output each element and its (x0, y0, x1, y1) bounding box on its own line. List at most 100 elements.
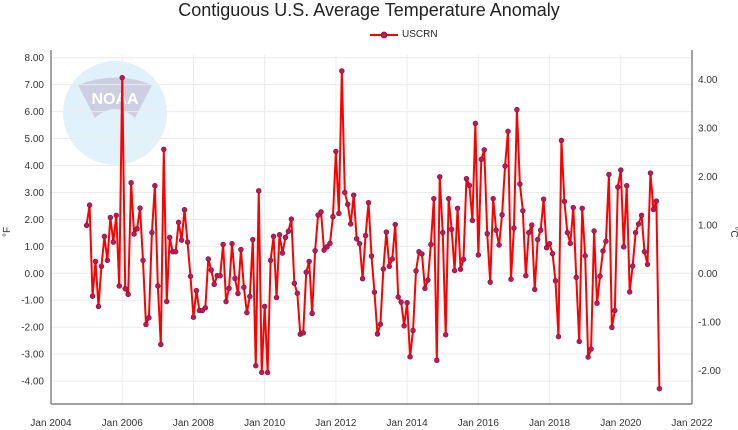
y-right-tick-label: -2.00 (698, 366, 721, 377)
data-point (348, 221, 354, 227)
data-point (520, 208, 526, 214)
data-point (635, 221, 642, 227)
data-point (600, 248, 606, 254)
x-tick-label: Jan 2020 (600, 418, 642, 429)
series-line-uscrn (85, 69, 661, 389)
data-point (333, 148, 339, 155)
x-tick-label: Jan 2014 (387, 418, 429, 429)
legend-item-uscrn[interactable]: USCRN (370, 29, 438, 40)
y-axis-label: °F (2, 227, 13, 237)
y-right-tick-label: 4.00 (698, 75, 718, 86)
data-point (475, 252, 482, 258)
data-point (437, 174, 443, 180)
y-tick-label: -2.00 (21, 323, 44, 334)
data-point (339, 68, 345, 74)
data-point (345, 201, 351, 208)
data-point (419, 251, 425, 257)
data-point (146, 315, 152, 321)
x-tick-label: Jan 2008 (173, 418, 215, 429)
data-point (149, 229, 155, 236)
data-point (241, 284, 247, 291)
x-tick-label: Jan 2016 (458, 418, 500, 429)
data-point (629, 263, 636, 269)
data-point (98, 263, 105, 269)
data-point (585, 354, 591, 360)
data-point (330, 213, 336, 220)
data-point (211, 281, 217, 288)
data-point (499, 212, 505, 218)
data-point (573, 274, 579, 281)
data-point (410, 327, 416, 334)
data-point (582, 253, 588, 259)
y-tick-label: 7.00 (25, 80, 45, 91)
data-point (434, 357, 440, 364)
data-point (362, 232, 369, 239)
data-point (140, 257, 146, 264)
data-point (229, 240, 235, 247)
data-point (256, 188, 262, 194)
data-point (540, 196, 547, 202)
data-point (250, 236, 256, 243)
data-point (83, 222, 90, 229)
data-point (597, 273, 603, 279)
data-point (167, 234, 173, 241)
data-point (532, 286, 538, 293)
data-point (460, 256, 467, 262)
data-point (303, 269, 309, 275)
data-point (220, 241, 226, 248)
data-point (469, 217, 476, 224)
x-tick-label: Jan 2022 (671, 418, 713, 429)
data-point (110, 239, 117, 245)
data-point (374, 331, 381, 337)
data-point (285, 228, 292, 234)
data-point (609, 324, 615, 331)
data-point (579, 205, 585, 212)
data-point (549, 250, 556, 257)
data-point (626, 289, 633, 295)
data-point (656, 385, 663, 392)
data-point (92, 258, 99, 265)
data-point (89, 293, 96, 299)
data-point (493, 227, 499, 233)
data-point (342, 189, 348, 196)
data-point (356, 240, 363, 247)
y-right-tick-label: 0.00 (698, 269, 718, 280)
y-tick-label: 0.00 (25, 269, 45, 280)
data-point (131, 231, 137, 237)
data-point (451, 267, 458, 274)
data-point (359, 275, 366, 282)
data-point (621, 244, 627, 250)
data-point (193, 287, 200, 294)
data-point (511, 225, 517, 231)
y-tick-label: 5.00 (25, 134, 45, 145)
data-point (101, 233, 108, 240)
data-point (561, 198, 568, 205)
data-point (526, 229, 532, 236)
data-point (291, 280, 298, 286)
data-point (270, 233, 277, 240)
x-tick-label: Jan 2004 (30, 418, 72, 429)
data-point (113, 212, 119, 219)
y-right-tick-label: -1.00 (698, 317, 721, 328)
data-point (327, 240, 333, 247)
data-point (202, 305, 209, 311)
y-tick-label: 2.00 (25, 215, 45, 226)
data-point (273, 294, 280, 301)
data-point (261, 303, 268, 310)
data-point (158, 341, 164, 348)
data-point (478, 156, 485, 162)
data-point (463, 175, 470, 182)
data-point (279, 250, 286, 256)
x-tick-label: Jan 2012 (315, 418, 357, 429)
data-point (172, 249, 179, 255)
data-point (276, 232, 283, 238)
data-point (288, 216, 295, 222)
data-point (235, 290, 241, 297)
y-axis-label-right: °C (728, 226, 738, 237)
data-point (523, 273, 529, 279)
data-point (152, 183, 158, 189)
data-point (641, 249, 648, 255)
data-point (368, 253, 375, 259)
y-tick-label: -1.00 (21, 296, 44, 307)
data-point (336, 210, 342, 217)
